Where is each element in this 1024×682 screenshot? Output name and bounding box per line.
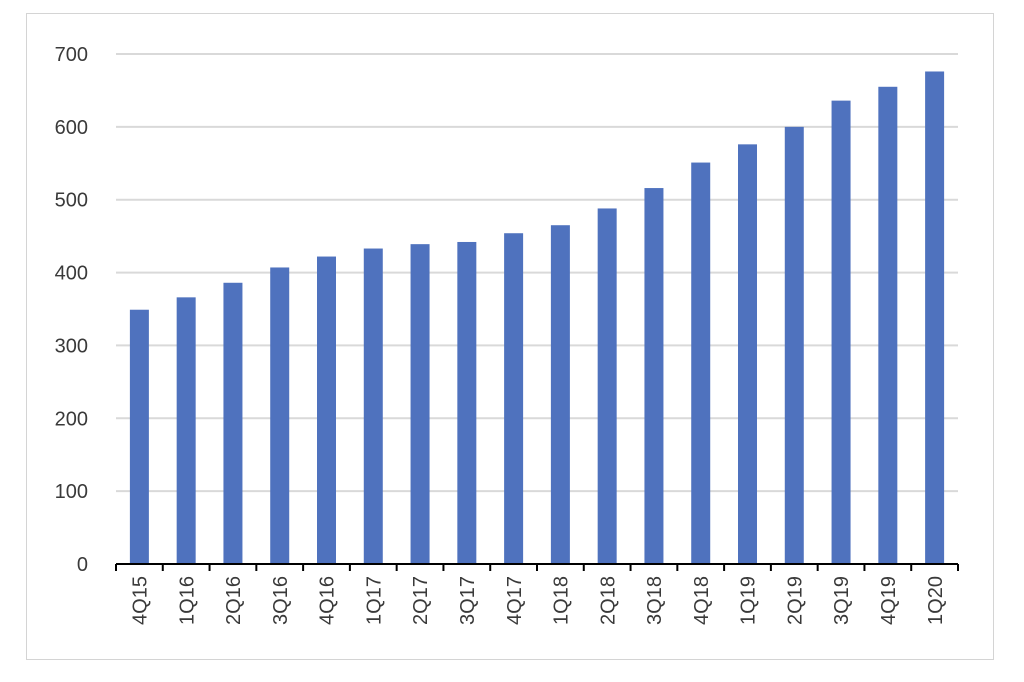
bar-1Q17 [363, 248, 383, 564]
bar-2Q16 [223, 282, 243, 564]
bar-4Q18 [691, 162, 711, 565]
x-tick-label: 3Q16 [270, 576, 292, 625]
bar-4Q17 [504, 233, 524, 564]
y-tick-label: 700 [55, 44, 88, 66]
bar-1Q19 [738, 144, 757, 565]
bar-4Q19 [878, 86, 898, 565]
x-tick-label: 3Q17 [457, 576, 479, 625]
x-tick-label: 4Q15 [130, 576, 152, 625]
x-tick-label: 4Q17 [504, 576, 526, 625]
bar-3Q19 [831, 100, 851, 564]
y-tick-label: 0 [77, 554, 88, 576]
y-tick-label: 300 [55, 335, 88, 357]
x-tick-label: 3Q18 [644, 576, 666, 625]
bar-3Q16 [270, 267, 290, 564]
x-axis [115, 563, 959, 571]
y-tick-label: 400 [55, 263, 88, 285]
bar-2Q19 [784, 126, 804, 564]
x-tick-label: 4Q18 [691, 576, 713, 625]
bar-1Q20 [925, 71, 945, 564]
bar-4Q15 [129, 309, 149, 564]
y-tick-label: 600 [55, 117, 88, 139]
x-tick-label: 2Q16 [223, 576, 245, 625]
x-tick-label: 2Q18 [597, 576, 619, 625]
gridlines [116, 53, 958, 493]
bar-2Q17 [410, 244, 430, 564]
bar-1Q16 [176, 297, 196, 564]
x-tick-label: 1Q20 [925, 576, 947, 625]
y-tick-label: 100 [55, 481, 88, 503]
y-tick-label: 500 [55, 190, 88, 212]
x-tick-label: 4Q16 [317, 576, 339, 625]
bars [129, 71, 945, 565]
x-tick-label: 2Q17 [410, 576, 432, 625]
y-tick-label: 200 [55, 408, 88, 430]
x-tick-label: 2Q19 [784, 576, 806, 625]
bar-3Q18 [644, 188, 664, 565]
x-tick-label: 3Q19 [831, 576, 853, 625]
x-axis-tick-labels: 4Q15 1Q16 2Q16 3Q16 4Q16 1Q17 2Q17 3Q17 4Q17 1Q18… [130, 576, 947, 625]
y-axis-tick-labels: 0 100 200 300 400 500 600 700 [55, 44, 88, 576]
bar-2Q18 [597, 208, 617, 564]
x-tick-label: 1Q16 [176, 576, 198, 625]
x-tick-label: 1Q18 [551, 576, 573, 625]
x-tick-label: 1Q17 [363, 576, 385, 625]
bar-3Q17 [457, 241, 477, 564]
x-tick-label: 1Q19 [738, 576, 760, 625]
bar-4Q16 [317, 256, 336, 564]
x-tick-label: 4Q19 [878, 576, 900, 625]
bar-1Q18 [550, 225, 570, 564]
